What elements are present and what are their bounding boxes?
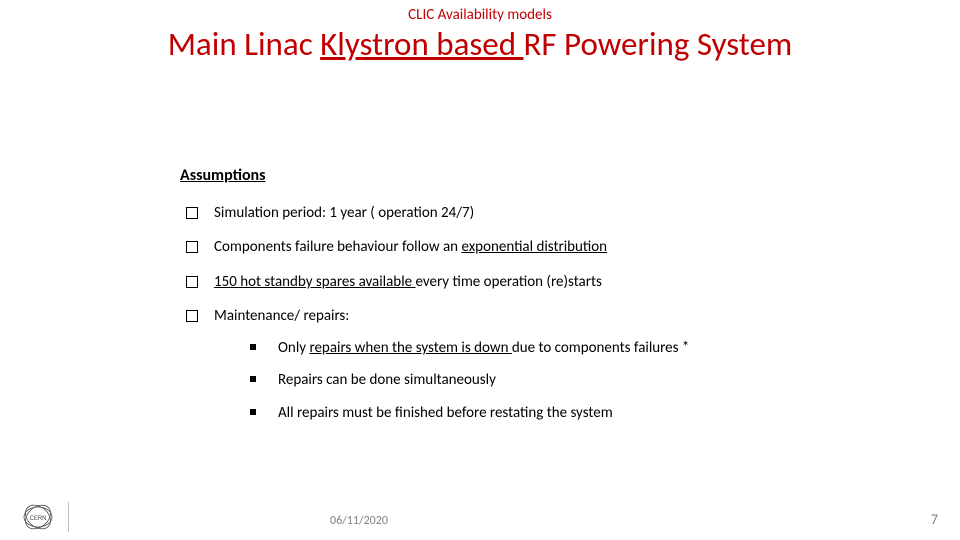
sub-bullet-text: Repairs can be done simultaneously — [278, 371, 496, 389]
slide-supertitle: CLIC Availability models — [0, 6, 960, 24]
list-item: Maintenance/ repairs: Only repairs when … — [180, 306, 860, 423]
bullet-list: Simulation period: 1 year ( operation 24… — [180, 203, 860, 423]
assumptions-heading: Assumptions — [180, 166, 860, 185]
footer-page-number: 7 — [931, 511, 938, 528]
bullet-text-suffix: every time operation (re)starts — [416, 273, 602, 291]
title-underlined: Klystron based — [320, 24, 523, 64]
sub-bullet-text: All repairs must be finished before rest… — [278, 404, 613, 422]
bullet-text-underlined: exponential distribution — [461, 238, 607, 256]
list-item: Components failure behaviour follow an e… — [180, 237, 860, 257]
content-area: Assumptions Simulation period: 1 year ( … — [180, 166, 860, 437]
list-item: All repairs must be finished before rest… — [244, 403, 860, 423]
sub-bullet-prefix: Only — [278, 339, 309, 357]
svg-text:CERN: CERN — [29, 516, 46, 522]
bullet-text: Simulation period: 1 year ( operation 24… — [214, 204, 474, 222]
logo-divider — [68, 502, 69, 532]
sub-bullet-list: Only repairs when the system is down due… — [244, 338, 860, 423]
slide-title: Main Linac Klystron based RF Powering Sy… — [0, 24, 960, 64]
bullet-text: Maintenance/ repairs: — [214, 307, 349, 325]
list-item: Simulation period: 1 year ( operation 24… — [180, 203, 860, 223]
sub-bullet-underlined: repairs when the system is down — [309, 339, 511, 357]
bullet-text-underlined: 150 hot standby spares available — [214, 273, 416, 291]
bullet-text-prefix: Components failure behaviour follow an — [214, 238, 461, 256]
sub-bullet-suffix: due to components failures * — [512, 339, 690, 357]
title-prefix: Main Linac — [168, 24, 320, 64]
list-item: 150 hot standby spares available every t… — [180, 272, 860, 292]
list-item: Only repairs when the system is down due… — [244, 338, 860, 358]
title-suffix: RF Powering System — [524, 24, 793, 64]
footer-date: 06/11/2020 — [330, 514, 388, 528]
cern-logo: CERN — [18, 502, 58, 532]
list-item: Repairs can be done simultaneously — [244, 370, 860, 390]
